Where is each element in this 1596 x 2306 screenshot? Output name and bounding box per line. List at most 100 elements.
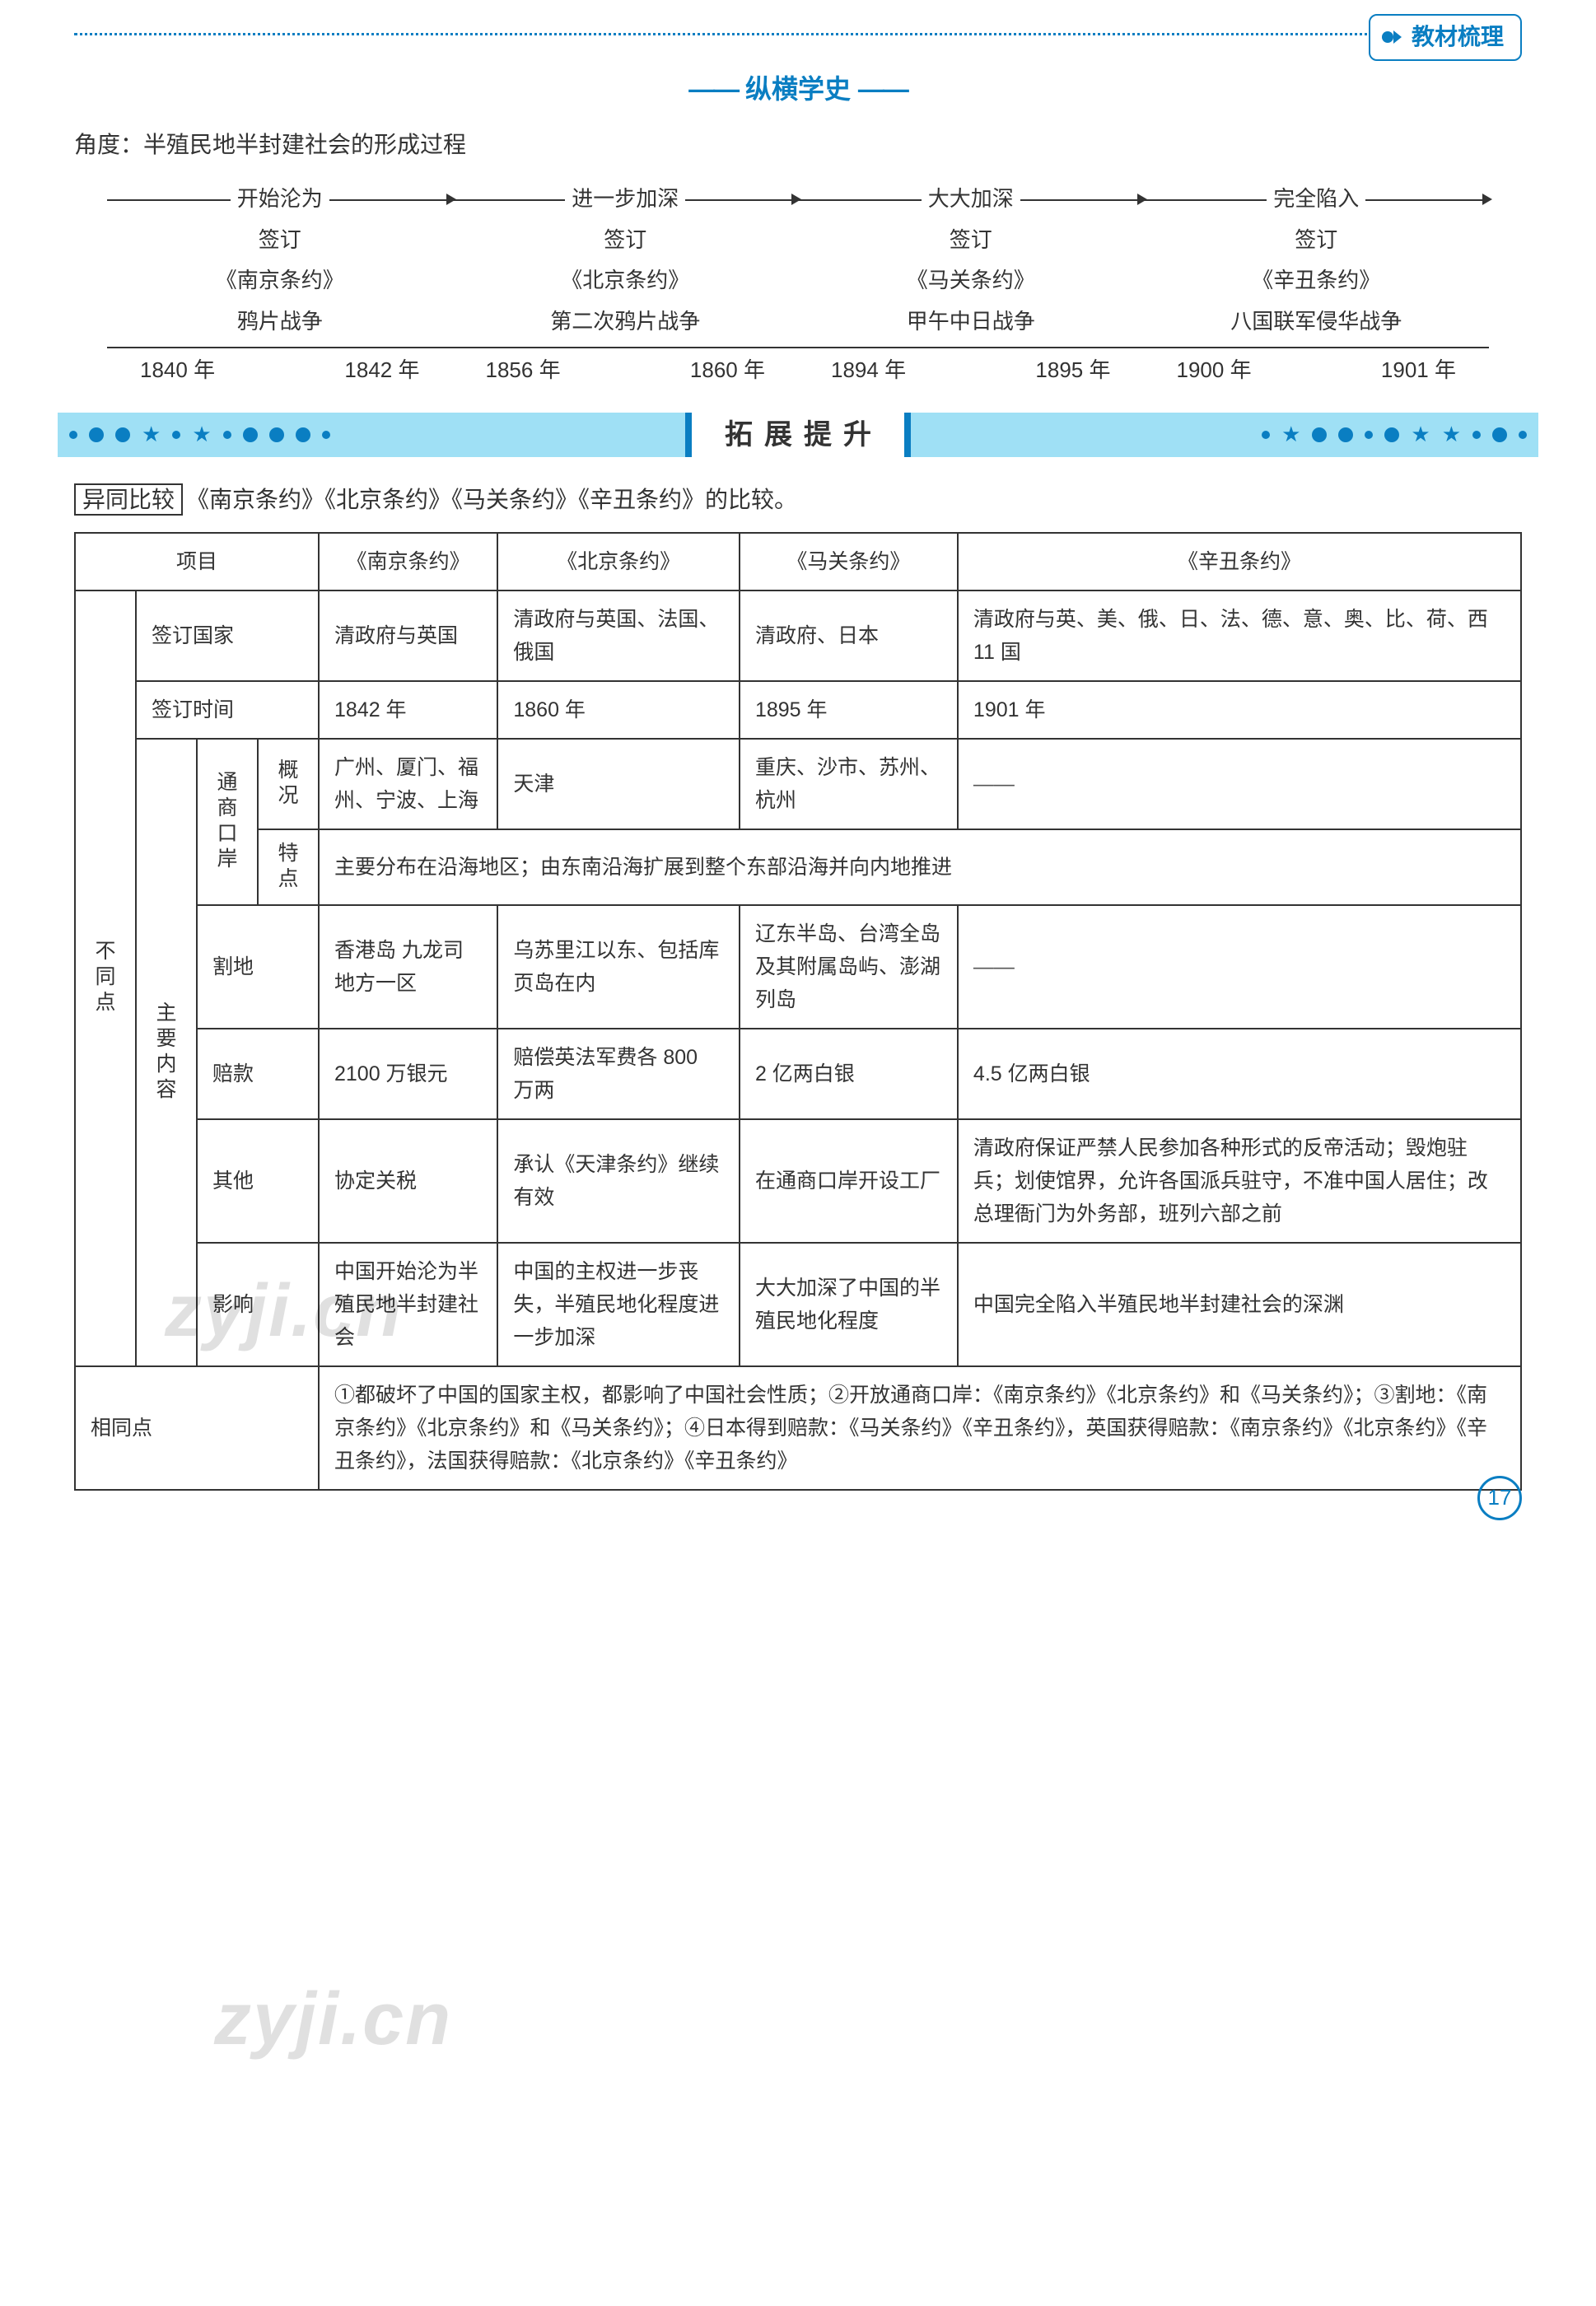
cell: 大大加深了中国的半殖民地化程度 (740, 1243, 958, 1366)
row-label: 影响 (197, 1243, 319, 1366)
cell: 中国开始沦为半殖民地半封建社会 (319, 1243, 497, 1366)
war-name: 第二次鸦片战争 (453, 301, 799, 348)
cell: —— (958, 905, 1521, 1029)
cell: 清政府与英、美、俄、日、法、德、意、奥、比、荷、西 11 国 (958, 591, 1521, 681)
feature-label: 特点 (258, 829, 319, 905)
phase-cell: 进一步加深 (453, 179, 799, 220)
cell: 2 亿两白银 (740, 1029, 958, 1119)
cell: 1842 年 (319, 681, 497, 739)
year: 1900 年 (1177, 353, 1252, 388)
col-header: 《北京条约》 (497, 533, 740, 591)
compare-intro-rest: 《南京条约》《北京条约》《马关条约》《辛丑条约》的比较。 (186, 487, 797, 512)
col-header: 《南京条约》 (319, 533, 497, 591)
war-name: 八国联军侵华战争 (1144, 301, 1490, 348)
row-label: 相同点 (75, 1366, 319, 1490)
table-row: 不同点 签订国家 清政府与英国 清政府与英国、法国、俄国 清政府、日本 清政府与… (75, 591, 1521, 681)
banner-deco-left: ★★ (69, 413, 330, 457)
feature-text: 特点 (273, 842, 303, 893)
cell: 1895 年 (740, 681, 958, 739)
war-name: 甲午中日战争 (798, 301, 1144, 348)
overview-text: 概况 (273, 759, 303, 810)
year-pair: 1900 年1901 年 (1144, 348, 1490, 388)
phase-label: 进一步加深 (565, 186, 685, 211)
treaty-name: 《马关条约》 (798, 260, 1144, 301)
cell: 主要分布在沿海地区；由东南沿海扩展到整个东部沿海并向内地推进 (319, 829, 1521, 905)
compare-intro-boxed: 异同比较 (74, 483, 183, 516)
page-root: 教材梳理 —— 纵横学史 —— 角度：半殖民地半封建社会的形成过程 开始沦为 进… (0, 0, 1596, 1540)
year: 1842 年 (344, 353, 419, 388)
table-row: 相同点 ①都破坏了中国的国家主权，都影响了中国社会性质；②开放通商口岸：《南京条… (75, 1366, 1521, 1490)
treaty-label: 签订 (107, 220, 453, 261)
title-suffix: —— (858, 74, 908, 104)
cell: 清政府与英国 (319, 591, 497, 681)
cell: 中国的主权进一步丧失，半殖民地化程度进一步加深 (497, 1243, 740, 1366)
page-number: 17 (1477, 1476, 1522, 1520)
overview-label: 概况 (258, 739, 319, 829)
row-label: 其他 (197, 1119, 319, 1243)
ports-text: 通商口岸 (212, 771, 242, 873)
cell: 清政府、日本 (740, 591, 958, 681)
year: 1856 年 (486, 353, 561, 388)
treaty-label: 签订 (798, 220, 1144, 261)
main-content-text: 主要内容 (152, 1001, 181, 1104)
cell: 中国完全陷入半殖民地半封建社会的深渊 (958, 1243, 1521, 1366)
year-pair: 1894 年 1895 年 (798, 348, 1144, 388)
treaty-label: 签订 (1144, 220, 1490, 261)
row-label: 赔款 (197, 1029, 319, 1119)
row-label: 割地 (197, 905, 319, 1029)
cell: ①都破坏了中国的国家主权，都影响了中国社会性质；②开放通商口岸：《南京条约》《北… (319, 1366, 1521, 1490)
year-pair: 1840 年 1842 年 (107, 348, 453, 388)
diff-label: 不同点 (75, 591, 136, 1366)
treaty-name: 《北京条约》 (453, 260, 799, 301)
cell: 4.5 亿两白银 (958, 1029, 1521, 1119)
cell: 乌苏里江以东、包括库页岛在内 (497, 905, 740, 1029)
phase-label: 完全陷入 (1267, 186, 1365, 211)
phase-cell: 完全陷入 (1144, 179, 1490, 220)
year: 1895 年 (1035, 353, 1110, 388)
timeline-phases: 开始沦为 进一步加深 大大加深 完全陷入 (107, 179, 1489, 220)
table-row: 签订时间 1842 年 1860 年 1895 年 1901 年 (75, 681, 1521, 739)
timeline-diagram: 开始沦为 进一步加深 大大加深 完全陷入 签订 签订 签订 签订 《南京条约》 … (107, 179, 1489, 388)
cell: 香港岛 九龙司地方一区 (319, 905, 497, 1029)
header-badge: 教材梳理 (1369, 14, 1522, 61)
timeline-wars-row: 鸦片战争 第二次鸦片战争 甲午中日战争 八国联军侵华战争 (107, 301, 1489, 349)
row-label: 签订时间 (136, 681, 319, 739)
row-label: 签订国家 (136, 591, 319, 681)
comparison-table: 项目 《南京条约》 《北京条约》 《马关条约》 《辛丑条约》 不同点 签订国家 … (74, 532, 1522, 1491)
year: 1894 年 (831, 353, 906, 388)
timeline-treaty-label-row: 签订 签订 签订 签订 (107, 220, 1489, 261)
header-divider: 教材梳理 (74, 33, 1522, 35)
angle-line: 角度：半殖民地半封建社会的形成过程 (74, 127, 1522, 164)
table-row: 赔款 2100 万银元 赔偿英法军费各 800 万两 2 亿两白银 4.5 亿两… (75, 1029, 1521, 1119)
cell: 清政府保证严禁人民参加各种形式的反帝活动；毁炮驻兵；划使馆界，允许各国派兵驻守，… (958, 1119, 1521, 1243)
war-name: 鸦片战争 (107, 301, 453, 348)
cell: 协定关税 (319, 1119, 497, 1243)
header-badge-text: 教材梳理 (1412, 24, 1504, 49)
banner-deco-right: ★★★ (1262, 413, 1527, 457)
table-row: 其他 协定关税 承认《天津条约》继续有效 在通商口岸开设工厂 清政府保证严禁人民… (75, 1119, 1521, 1243)
year: 1840 年 (140, 353, 215, 388)
table-row: 影响 中国开始沦为半殖民地半封建社会 中国的主权进一步丧失，半殖民地化程度进一步… (75, 1243, 1521, 1366)
phase-cell: 开始沦为 (107, 179, 453, 220)
cell: 承认《天津条约》继续有效 (497, 1119, 740, 1243)
phase-label: 大大加深 (922, 186, 1020, 211)
main-content-label: 主要内容 (136, 739, 197, 1366)
phase-cell: 大大加深 (798, 179, 1144, 220)
cell: 1901 年 (958, 681, 1521, 739)
title-prefix: —— (688, 74, 738, 104)
table-row: 主要内容 通商口岸 概况 广州、厦门、福州、宁波、上海 天津 重庆、沙市、苏州、… (75, 739, 1521, 829)
compare-intro: 异同比较《南京条约》《北京条约》《马关条约》《辛丑条约》的比较。 (74, 482, 1522, 519)
page-number-text: 17 (1488, 1481, 1512, 1515)
treaty-name: 《南京条约》 (107, 260, 453, 301)
cell: 重庆、沙市、苏州、杭州 (740, 739, 958, 829)
table-row: 特点 主要分布在沿海地区；由东南沿海扩展到整个东部沿海并向内地推进 (75, 829, 1521, 905)
timeline-treaties-row: 《南京条约》 《北京条约》 《马关条约》 《辛丑条约》 (107, 260, 1489, 301)
col-header: 项目 (75, 533, 319, 591)
title-text: 纵横学史 (745, 74, 851, 104)
cell: 2100 万银元 (319, 1029, 497, 1119)
diff-label-text: 不同点 (91, 940, 120, 1016)
cell: 清政府与英国、法国、俄国 (497, 591, 740, 681)
cell: —— (958, 739, 1521, 829)
cell: 天津 (497, 739, 740, 829)
watermark: zyji.cn (214, 1960, 452, 2079)
